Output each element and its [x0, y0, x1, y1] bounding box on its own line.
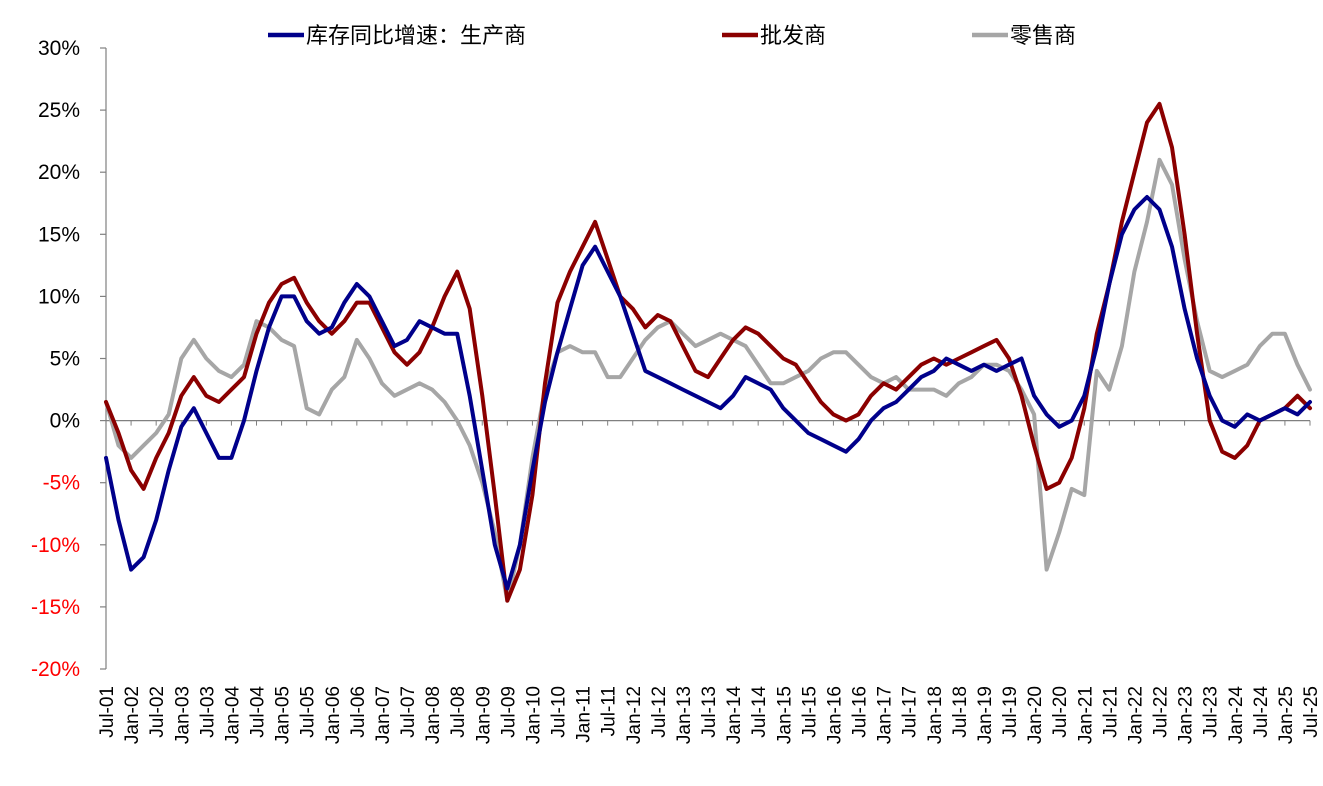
y-tick-label: -15%	[31, 596, 80, 619]
x-axis: Jul-01 Jan-02 Jul-02 Jan-03 Jul-03 Jan-04 Jul-…	[97, 420, 1322, 745]
x-tick-label: Jul-03	[197, 686, 218, 738]
x-tick-label: Jul-06	[348, 686, 369, 738]
y-tick-label: 20%	[38, 161, 80, 184]
y-tick-label: 30%	[38, 37, 80, 60]
x-tick-label: Jul-18	[950, 686, 971, 738]
x-tick-label: Jul-21	[1100, 686, 1121, 738]
x-tick-label: Jul-08	[448, 686, 469, 738]
legend-label: 批发商	[760, 24, 826, 49]
x-tick-label: Jan-05	[273, 686, 294, 744]
legend-label: 库存同比增速：生产商	[306, 24, 526, 49]
x-tick-label: Jan-12	[624, 686, 645, 744]
x-tick-label: Jan-22	[1125, 686, 1146, 744]
x-tick-label: Jul-15	[799, 686, 820, 738]
x-tick-label: Jul-13	[699, 686, 720, 738]
x-tick-label: Jan-09	[473, 686, 494, 744]
x-tick-label: Jul-14	[749, 686, 770, 738]
x-tick-label: Jul-05	[298, 686, 319, 738]
x-tick-label: Jan-24	[1226, 686, 1247, 745]
y-tick-label: 25%	[38, 99, 80, 122]
series-line-2	[104, 157, 1312, 603]
x-tick-label: Jan-18	[925, 686, 946, 744]
legend: 库存同比增速：生产商 批发商 零售商	[268, 24, 1076, 49]
x-tick-label: Jul-01	[97, 686, 118, 738]
x-tick-label: Jan-20	[1025, 686, 1046, 744]
x-tick-label: Jul-11	[599, 686, 620, 736]
y-tick-label: 5%	[50, 348, 80, 371]
x-tick-label: Jul-02	[147, 686, 168, 738]
x-tick-label: Jan-16	[824, 686, 845, 744]
x-tick-label: Jan-14	[724, 686, 745, 745]
x-tick-label: Jul-07	[398, 686, 419, 738]
x-tick-label: Jan-08	[423, 686, 444, 744]
x-tick-label: Jul-25	[1301, 686, 1322, 738]
x-tick-label: Jul-19	[1000, 686, 1021, 738]
x-tick-label: Jul-09	[498, 686, 519, 738]
series-line-0	[104, 195, 1312, 591]
x-tick-label: Jan-25	[1276, 686, 1297, 744]
x-tick-label: Jul-17	[900, 686, 921, 738]
x-tick-label: Jan-11	[574, 686, 595, 743]
x-tick-label: Jul-20	[1050, 686, 1071, 738]
y-tick-label: -5%	[43, 472, 80, 495]
x-tick-label: Jul-24	[1251, 686, 1272, 738]
x-tick-label: Jan-10	[523, 686, 544, 744]
x-tick-label: Jan-03	[172, 686, 193, 744]
series-line-1	[104, 101, 1312, 603]
x-tick-label: Jan-04	[222, 686, 243, 745]
x-tick-label: Jan-23	[1176, 686, 1197, 744]
y-tick-label: 15%	[38, 223, 80, 246]
x-tick-label: Jan-19	[975, 686, 996, 744]
legend-label: 零售商	[1010, 24, 1076, 49]
y-axis: 30% 25% 20% 15% 10% 5% 0% -5% -10% -15% -20%	[31, 37, 107, 681]
x-tick-label: Jul-04	[248, 686, 269, 738]
x-tick-label: Jan-21	[1075, 686, 1096, 744]
y-tick-label: 0%	[50, 410, 80, 433]
x-tick-label: Jan-02	[122, 686, 143, 744]
x-tick-label: Jan-13	[674, 686, 695, 744]
y-tick-label: -10%	[31, 534, 80, 557]
series-lines	[104, 101, 1312, 603]
x-tick-label: Jul-10	[549, 686, 570, 738]
y-tick-label: 10%	[38, 285, 80, 308]
y-tick-label: -20%	[31, 658, 80, 681]
x-tick-label: Jul-16	[850, 686, 871, 738]
x-tick-label: Jan-17	[875, 686, 896, 744]
x-tick-label: Jul-23	[1201, 686, 1222, 738]
x-tick-label: Jan-07	[373, 686, 394, 744]
x-tick-label: Jul-12	[649, 686, 670, 738]
x-tick-label: Jan-15	[774, 686, 795, 744]
x-tick-label: Jul-22	[1151, 686, 1172, 738]
x-tick-label: Jan-06	[323, 686, 344, 744]
